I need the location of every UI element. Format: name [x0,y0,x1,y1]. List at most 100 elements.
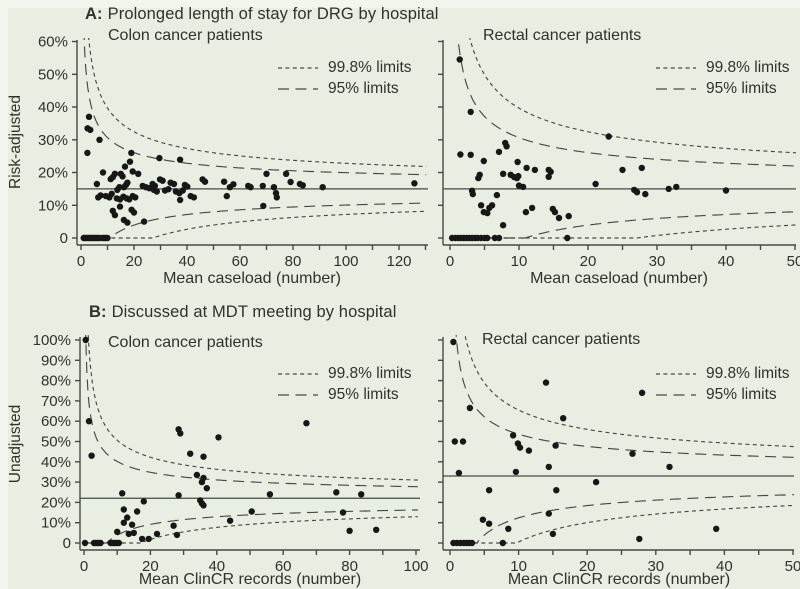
data-point [198,478,206,486]
data-point [545,510,552,517]
legend-a-colon: 99.8% limits 95% limits [277,59,412,97]
tick-labels: 0 10 20 30 40 50 [446,253,800,270]
panel-b-colon: 0 10% 20% 30% 40% 50% 60% 70% 80% 90% 100% 0 20 40 60 8… [33,332,429,575]
data-point [263,170,270,177]
axes [438,337,794,555]
data-point [140,218,148,225]
y-tick-label: 20% [41,494,71,511]
data-point [120,506,128,513]
data-point [499,539,506,547]
data-point [93,180,101,188]
data-point [459,438,467,445]
funnel-limit-curves [81,38,427,239]
legend-row-95: 95% limits [277,386,412,403]
data-point [480,157,487,165]
scatter-points [450,338,720,547]
data-point [551,208,559,216]
data-point [619,166,626,174]
data-point [519,183,527,191]
x-axis-title-b-colon: Mean ClinCR records (number) [138,571,362,588]
data-point [116,203,124,210]
data-point [124,514,131,521]
data-point [215,434,222,441]
data-point [495,234,503,242]
y-axis-label-risk-adjusted: Risk-adjusted [7,95,24,189]
legend-label-998: 99.8% limits [706,364,790,382]
data-point [545,463,552,471]
section-a-label: A: [85,5,103,23]
data-point [85,113,93,121]
subtitle-b-rectal: Rectal cancer patients [482,331,641,348]
y-tick-label: 0 [60,230,68,247]
data-point [666,463,673,471]
data-point [542,379,550,386]
data-point [638,164,645,172]
y-tick-label: 60% [38,34,68,51]
x-tick-label: 20 [126,253,143,270]
data-point [82,336,89,344]
data-point [485,487,493,494]
data-point [499,170,507,177]
data-point [549,530,557,538]
legend-row-95: 95% limits [655,80,790,97]
data-point [636,535,643,543]
data-point [475,174,482,182]
data-point [450,338,457,346]
dashed-line-998-sample-icon [278,66,318,69]
data-point [176,156,184,163]
limit-95-lower [81,202,427,239]
figure-edge-left [0,0,8,589]
data-point [156,154,163,162]
data-point [523,164,530,172]
data-point [133,508,141,515]
data-point [121,163,129,170]
data-point [165,186,172,193]
panel-b-rectal: 0 10 20 30 40 50 [438,335,800,575]
data-point [673,183,680,191]
data-point [552,442,559,449]
data-point [153,530,161,538]
data-point [457,151,464,158]
data-point [592,478,600,486]
data-point [97,192,104,199]
y-tick-label: 70% [41,393,71,410]
data-point [193,471,201,479]
data-point [85,418,93,425]
data-point [592,180,599,188]
data-point [132,194,139,201]
subtitle-a-colon: Colon cancer patients [108,27,263,44]
dashed-line-95-sample-icon [278,87,318,90]
data-point [525,447,533,454]
data-point [120,519,128,526]
x-tick-label: 40 [716,558,733,575]
data-point [642,190,649,198]
legend-label-95: 95% limits [328,79,399,97]
data-point [176,196,184,204]
data-point [128,521,136,528]
data-point [124,219,131,226]
data-point [151,182,159,190]
data-point [273,194,280,201]
data-point [484,234,491,242]
x-tick-label: 60 [275,558,292,575]
axes [75,337,420,555]
data-point [467,108,474,116]
data-point [713,525,720,532]
x-tick-label: 80 [285,253,302,270]
y-tick-label: 20% [38,165,68,182]
y-tick-label: 50% [41,434,71,451]
data-point [124,179,131,186]
x-axis-title-a-rectal: Mean caseload (number) [530,270,708,287]
y-tick-label: 60% [41,413,71,430]
tick-labels: 0 10% 20% 30% 40% 50% 60% 0 20 40 60 80 100 120 [38,34,412,271]
data-point [108,190,115,197]
data-point [531,166,539,174]
data-point [503,143,510,150]
data-point [485,520,493,527]
x-tick-label: 0 [77,253,85,270]
y-tick-label: 0 [63,535,71,552]
data-point [173,531,181,539]
data-point [201,178,209,185]
axes [438,40,796,250]
